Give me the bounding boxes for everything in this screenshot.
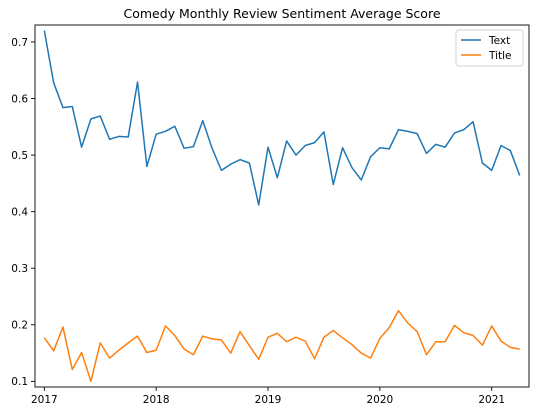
y-tick-label: 0.6 (11, 93, 28, 105)
y-tick-label: 0.2 (11, 320, 28, 332)
x-tick-label: 2017 (31, 394, 58, 406)
x-tick-label: 2020 (367, 394, 394, 406)
y-axis: 0.1 0.2 0.3 0.4 0.5 0.6 0.7 (11, 37, 35, 388)
series-line-title (43, 309, 520, 383)
plot-frame (34, 24, 530, 388)
y-tick-label: 0.7 (11, 37, 28, 49)
legend-box (455, 29, 524, 67)
legend-label-text: Text (488, 35, 510, 47)
series-layer (43, 30, 521, 383)
y-tick-label: 0.5 (11, 150, 28, 162)
legend: Text Title (455, 29, 524, 67)
x-tick-label: 2019 (255, 394, 282, 406)
x-tick-label: 2021 (478, 394, 505, 406)
y-tick-label: 0.4 (11, 206, 28, 218)
x-tick-label: 2018 (143, 394, 170, 406)
y-tick-label: 0.1 (11, 376, 28, 388)
chart-title: Comedy Monthly Review Sentiment Average … (123, 6, 440, 21)
y-tick-label: 0.3 (11, 263, 28, 275)
legend-label-title: Title (488, 50, 512, 62)
x-axis: 2017 2018 2019 2020 2021 (31, 387, 505, 406)
series-line-text (43, 30, 521, 206)
